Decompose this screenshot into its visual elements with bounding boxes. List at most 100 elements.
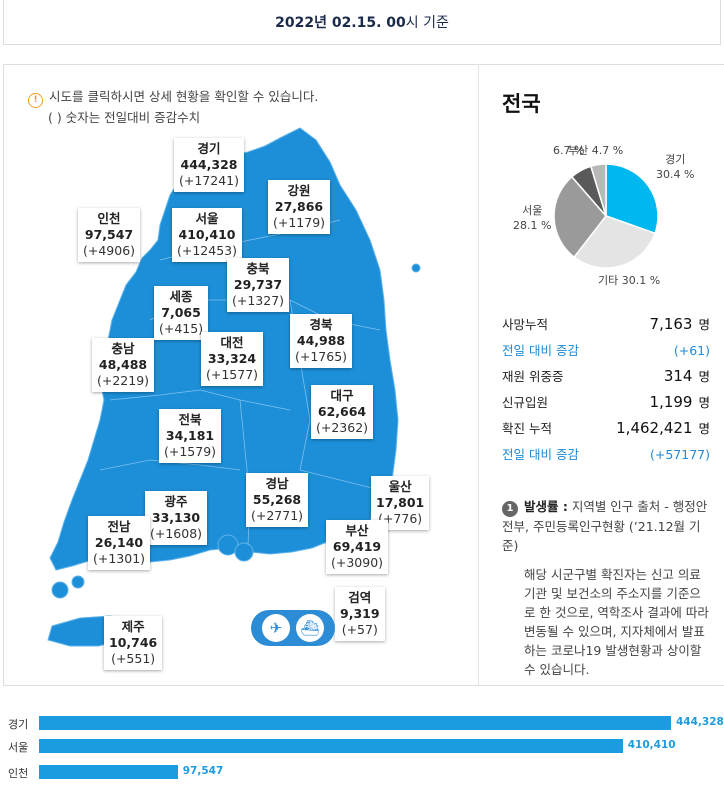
pie-label-seoul: 서울 28.1 % [513,204,552,232]
region-name: 인천 [97,211,121,226]
region-7[interactable]: 대전 33,324 (+1577) [201,332,264,386]
region-delta: (+415) [159,321,204,336]
pie-slice [605,163,659,235]
bar-value: 444,328 [676,716,724,728]
region-8[interactable]: 경북 44,988 (+1765) [290,314,353,368]
stat-label: 신규입원 [502,395,549,410]
ship-icon[interactable]: ⛴ [296,614,324,642]
region-delta: (+1608) [150,526,203,541]
region-total: 410,410 [178,227,236,242]
stat-label: 전일 대비 증감 [502,343,579,358]
region-name: 충북 [246,261,270,276]
island-dot [234,542,254,562]
pie-label-busan: 부산 4.7 % [568,144,624,157]
stat-row: 사망누적 7,163 명 [502,314,710,340]
stat-value: (+61) [673,343,710,358]
date-bold: 2022년 02.15. 00 [275,15,406,31]
stat-row: 전일 대비 증감 (+61) [502,340,710,366]
status-panel [3,64,724,686]
region-total: 62,664 [317,404,367,419]
stat-label: 확진 누적 [502,421,552,436]
stat-label: 전일 대비 증감 [502,447,579,462]
region-name: 충남 [111,341,135,356]
region-delta: (+17241) [179,173,239,188]
region-delta: (+1579) [164,444,217,459]
region-2[interactable]: 인천 97,547 (+4906) [78,208,141,262]
region-total: 55,268 [252,492,302,507]
pie-slice [553,175,607,259]
region-name: 제주 [121,619,145,634]
region-name: 부산 [345,523,369,538]
region-5[interactable]: 세종 7,065 (+415) [154,286,209,340]
bar-fill [39,765,178,779]
region-9[interactable]: 대구 62,664 (+2362) [311,385,374,439]
region-11[interactable]: 광주 33,130 (+1608) [145,491,208,545]
region-delta: (+776) [378,511,423,526]
region-bar-list: 경기 444,328 서울 410,410 인천 97,547 [0,686,724,791]
region-delta: (+12453) [177,243,237,258]
region-delta: (+57) [341,622,378,637]
stat-row: 전일 대비 증감 (+57177) [502,444,710,470]
region-delta: (+1577) [206,367,259,382]
region-name: 전북 [178,412,202,427]
region-name: 검역 [348,590,372,605]
border-line [109,389,291,411]
notice: ! 시도를 클릭하시면 상세 현황을 확인할 수 있습니다. ( ) 숫자는 전일… [28,87,318,127]
region-6[interactable]: 충남 48,488 (+2219) [92,338,155,392]
pie-slice [589,163,607,217]
airplane-icon[interactable]: ✈ [262,614,290,642]
region-14[interactable]: 전남 26,140 (+1301) [88,516,151,570]
border-line [299,469,381,491]
region-delta: (+551) [111,651,156,666]
region-4[interactable]: 충북 29,737 (+1327) [227,258,290,312]
region-name: 세종 [169,289,193,304]
region-12[interactable]: 경남 55,268 (+2771) [246,473,309,527]
pie-label-gyeonggi: 경기 30.4 % [656,153,695,181]
region-total: 34,181 [165,428,215,443]
region-17[interactable]: 제주 10,746 (+551) [104,616,163,670]
stat-row: 신규입원 1,199 명 [502,392,710,418]
national-stats: 사망누적 7,163 명 전일 대비 증감 (+61) 재원 위중증 314 명 신규입원 1,1… [502,314,710,470]
panel-divider [478,64,479,686]
region-delta: (+2219) [97,373,150,388]
stat-value: (+57177) [650,447,710,462]
region-delta: (+1765) [295,349,348,364]
region-1[interactable]: 강원 27,866 (+1179) [268,180,331,234]
region-delta: (+2362) [316,420,369,435]
region-total: 10,746 [109,635,158,650]
pie-label-other: 기타 30.1 % [598,274,661,287]
region-total: 69,419 [332,539,382,554]
info-icon: ! [28,93,43,108]
footnote-title: 발생률 : [524,499,568,514]
stat-label: 재원 위중증 [502,369,564,384]
region-16[interactable]: 검역 9,319 (+57) [335,587,385,641]
region-name: 경기 [197,141,221,156]
region-10[interactable]: 전북 34,181 (+1579) [159,409,222,463]
transport-toggle[interactable]: ✈ ⛴ [251,610,335,646]
footnote: 1 발생률 : 지역별 인구 출처 - 행정안전부, 주민등록인구현황 (’21.… [502,497,712,679]
region-name: 서울 [195,211,219,226]
island-dot [51,581,69,599]
region-total: 33,130 [151,510,201,525]
region-total: 44,988 [296,333,346,348]
bar-fill [39,739,623,753]
stat-value: 1,199 명 [649,393,710,411]
footnote-source: 지역별 인구 출처 - 행정안전부, 주민등록인구현황 (’21.12월 기준) [502,499,708,553]
pie-slice [573,215,656,269]
region-0[interactable]: 경기 444,328 (+17241) [174,138,244,192]
stat-label: 사망누적 [502,317,549,332]
region-total: 27,866 [274,199,324,214]
region-delta: (+2771) [251,508,304,523]
region-name: 대전 [220,335,244,350]
region-total: 29,737 [233,277,283,292]
region-3[interactable]: 서울 410,410 (+12453) [172,208,242,262]
region-15[interactable]: 부산 69,419 (+3090) [326,520,389,574]
region-total: 33,324 [207,351,257,366]
date-suffix: 시 기준 [405,15,449,31]
bar-label: 인천 [8,767,29,780]
region-name: 경북 [309,317,333,332]
region-total: 48,488 [98,357,148,372]
island-dot [71,575,85,589]
region-name: 경남 [265,476,289,491]
footnote-number: 1 [502,501,518,517]
